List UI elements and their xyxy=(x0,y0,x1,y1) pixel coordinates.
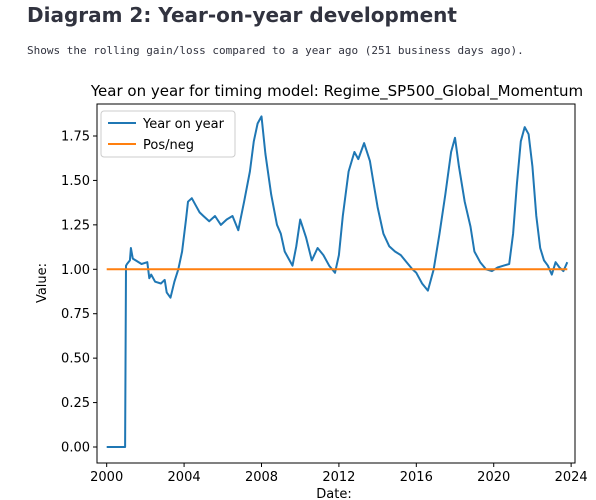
y-tick-label: 0.25 xyxy=(61,396,90,411)
x-tick-label: 2024 xyxy=(555,470,588,485)
chart-description: Shows the rolling gain/loss compared to … xyxy=(27,44,524,57)
x-tick-label: 2008 xyxy=(245,470,278,485)
y-tick-label: 0.50 xyxy=(61,352,90,367)
series-line-year-on-year xyxy=(106,115,569,448)
plot-frame xyxy=(96,103,576,464)
page-heading: Diagram 2: Year-on-year development xyxy=(27,3,457,27)
legend-label-year-on-year: Year on year xyxy=(142,117,225,132)
x-tick-label: 2004 xyxy=(168,470,201,485)
y-tick-label: 0.00 xyxy=(61,441,90,456)
plot-area xyxy=(106,115,569,448)
y-tick-label: 0.75 xyxy=(61,307,90,322)
x-tick-label: 2000 xyxy=(90,470,123,485)
x-tick-label: 2012 xyxy=(322,470,355,485)
legend-label-pos-neg: Pos/neg xyxy=(143,138,194,153)
x-tick-label: 2020 xyxy=(477,470,510,485)
y-axis-label: Value: xyxy=(35,263,50,303)
legend: Year on year Pos/neg xyxy=(100,110,236,158)
x-tick-label: 2016 xyxy=(400,470,433,485)
y-tick-label: 1.75 xyxy=(61,129,90,144)
y-tick-label: 1.50 xyxy=(61,174,90,189)
axes: 2000 2004 2008 2012 2016 2020 2024 0.00 0.25 0.50… xyxy=(61,103,588,485)
x-axis-label: Date: xyxy=(316,487,351,500)
chart-title: Year on year for timing model: Regime_SP… xyxy=(90,82,583,101)
y-tick-label: 1.00 xyxy=(61,263,90,278)
y-tick-label: 1.25 xyxy=(61,218,90,233)
